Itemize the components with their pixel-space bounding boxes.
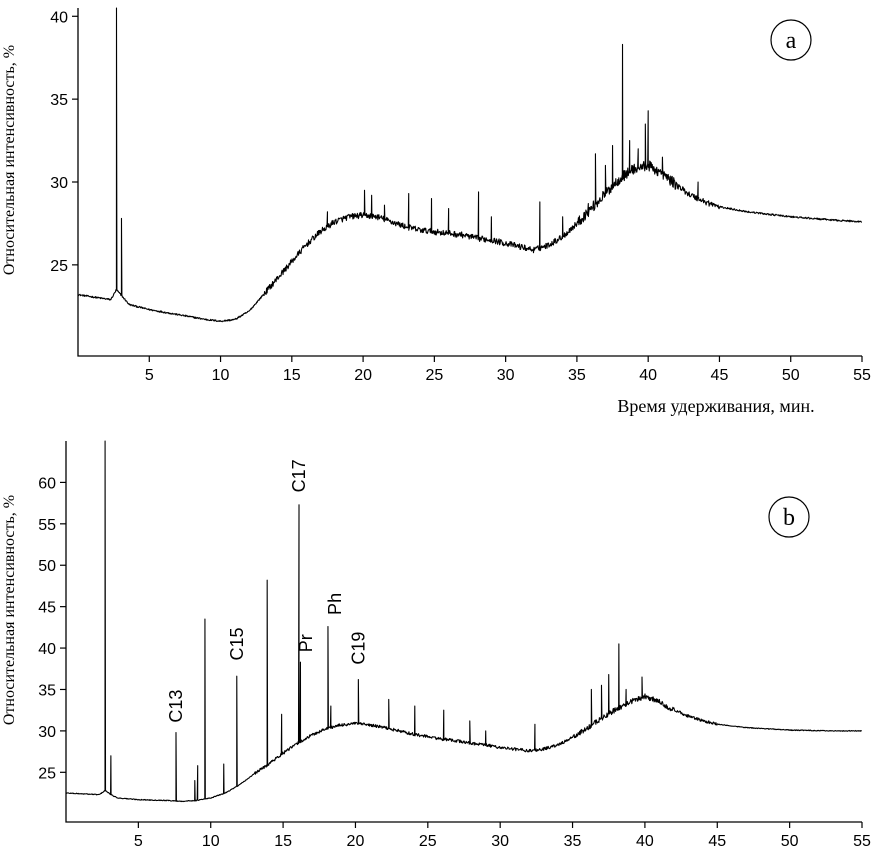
y-tick-label: 35	[38, 682, 56, 699]
peak-label-ph: Ph	[325, 593, 345, 615]
y-tick-label: 40	[38, 641, 56, 658]
panel-b-x-ticks: 5 10 15 20 25 30 35 40 45 50 55	[134, 822, 871, 848]
panel-a-y-ticks: 25 30 35 40	[50, 9, 78, 275]
y-tick-label: 45	[38, 600, 56, 617]
peak-label-pr: Pr	[296, 634, 316, 652]
y-tick-label: 55	[38, 517, 56, 534]
panel-b-series-line	[65, 440, 863, 803]
x-tick-label: 10	[202, 833, 220, 848]
panel-a-x-ticks: 5 10 15 20 25 30 35 40 45 50 55	[145, 356, 871, 384]
x-tick-label: 40	[639, 367, 657, 384]
panel-b-letter: b	[783, 505, 795, 531]
panel-a-y-axis-label: Относительная интенсивность, %	[1, 45, 18, 275]
peak-label-c15: C15	[227, 627, 247, 660]
y-tick-label: 40	[50, 9, 68, 26]
panel-b-letter-circle	[768, 496, 810, 538]
panel-b-axes	[65, 441, 862, 823]
x-tick-label: 20	[347, 833, 365, 848]
panel-a-series-line	[77, 7, 863, 323]
x-tick-label: 45	[708, 833, 726, 848]
panel-a-letter: a	[786, 28, 797, 54]
x-tick-label: 35	[568, 367, 586, 384]
y-tick-label: 60	[38, 475, 56, 492]
x-tick-label: 30	[497, 367, 515, 384]
y-tick-label: 25	[50, 258, 68, 275]
x-tick-label: 15	[283, 367, 301, 384]
peak-label-c13: C13	[166, 690, 186, 723]
x-tick-label: 5	[134, 833, 143, 848]
x-tick-label: 10	[212, 367, 230, 384]
y-tick-label: 30	[38, 724, 56, 741]
y-tick-label: 35	[50, 92, 68, 109]
panel-a-axes	[77, 8, 862, 357]
y-tick-label: 50	[38, 558, 56, 575]
x-tick-label: 20	[354, 367, 372, 384]
x-tick-label: 15	[274, 833, 292, 848]
x-tick-label: 40	[636, 833, 654, 848]
x-tick-label: 45	[711, 367, 729, 384]
panel-a-letter-circle	[770, 19, 812, 61]
x-tick-label: 50	[782, 367, 800, 384]
panel-b-y-ticks: 25 30 35 40 45 50 55 60	[38, 475, 66, 782]
peak-label-c19: C19	[348, 632, 368, 665]
x-tick-label: 25	[419, 833, 437, 848]
x-tick-label: 25	[425, 367, 443, 384]
x-tick-label: 5	[145, 367, 154, 384]
x-tick-label: 50	[781, 833, 799, 848]
peak-label-c17: C17	[289, 459, 309, 492]
panel-a-x-axis-label: Время удерживания, мин.	[617, 396, 814, 416]
x-tick-label: 55	[853, 367, 871, 384]
panel-b: 5 10 15 20 25 30 35 40 45 50 55 25 30 35 40 45 50 55 60 C…	[1, 440, 871, 848]
panel-a: 5 10 15 20 25 30 35 40 45 50 55 25 30 35 40 Относител…	[1, 7, 871, 416]
x-tick-label: 55	[853, 833, 871, 848]
y-tick-label: 30	[50, 175, 68, 192]
y-tick-label: 25	[38, 765, 56, 782]
panel-b-y-axis-label: Относительная интенсивность, %	[1, 495, 18, 725]
x-tick-label: 35	[564, 833, 582, 848]
x-tick-label: 30	[491, 833, 509, 848]
